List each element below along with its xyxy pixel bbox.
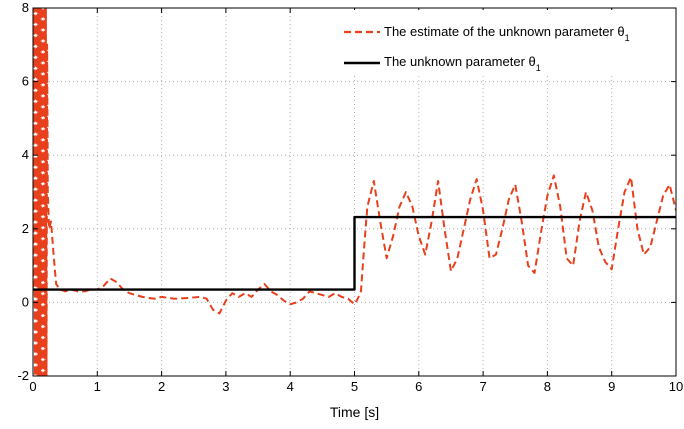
- x-tick-label: 6: [415, 379, 422, 394]
- x-tick-label: 4: [287, 379, 294, 394]
- legend: The estimate of the unknown parameter θ1…: [338, 10, 674, 76]
- y-tick-label: 4: [22, 147, 29, 162]
- x-axis-label: Time [s]: [330, 404, 379, 420]
- y-tick-label: -2: [17, 368, 29, 383]
- y-tick-label: 8: [22, 0, 29, 15]
- x-tick-label: 1: [94, 379, 101, 394]
- series-line-true-parameter: [33, 215, 676, 291]
- legend-label-estimate: The estimate of the unknown parameter θ1: [384, 24, 630, 43]
- x-tick-label: 8: [544, 379, 551, 394]
- x-tick-label: 7: [479, 379, 486, 394]
- grid: [33, 8, 676, 376]
- y-tick-label: 6: [22, 74, 29, 89]
- legend-box: [338, 10, 674, 76]
- series-layer: [33, 8, 676, 376]
- legend-label-true-parameter: The unknown parameter θ1: [384, 54, 541, 73]
- series-line-estimate: [33, 8, 676, 376]
- x-tick-label: 9: [608, 379, 615, 394]
- x-tick-label: 2: [158, 379, 165, 394]
- x-tick-label: 3: [222, 379, 229, 394]
- x-tick-label: 0: [29, 379, 36, 394]
- x-tick-label: 10: [669, 379, 683, 394]
- y-tick-label: 2: [22, 221, 29, 236]
- x-tick-label: 5: [351, 379, 358, 394]
- y-tick-label: 0: [22, 294, 29, 309]
